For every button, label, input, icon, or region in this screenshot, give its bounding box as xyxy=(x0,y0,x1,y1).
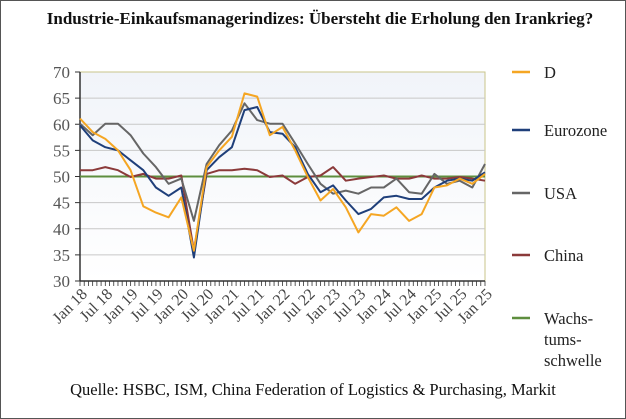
source-note: Quelle: HSBC, ISM, China Federation of L… xyxy=(70,380,556,399)
legend-label-d: D xyxy=(544,63,556,82)
y-tick-label: 45 xyxy=(53,194,70,213)
y-tick-label: 70 xyxy=(53,63,70,82)
y-tick-label: 30 xyxy=(53,272,70,291)
y-tick-label: 60 xyxy=(53,115,70,134)
y-tick-label: 40 xyxy=(53,220,70,239)
legend-label-wachstumsschwelle: Wachs- tums- schwelle xyxy=(544,309,602,370)
y-tick-label: 65 xyxy=(53,89,70,108)
series-line-usa xyxy=(79,102,486,222)
legend-label-usa: USA xyxy=(544,184,578,203)
chart-title: Industrie-Einkaufsmanagerindizes: Überst… xyxy=(46,9,594,28)
series-line-eurozone xyxy=(79,106,486,259)
legend-label-eurozone: Eurozone xyxy=(544,121,608,140)
y-tick-label: 55 xyxy=(53,141,70,160)
y-tick-label: 50 xyxy=(53,168,70,187)
y-tick-label: 35 xyxy=(53,246,70,265)
series-line-d xyxy=(79,92,486,252)
legend-label-china: China xyxy=(544,246,584,265)
